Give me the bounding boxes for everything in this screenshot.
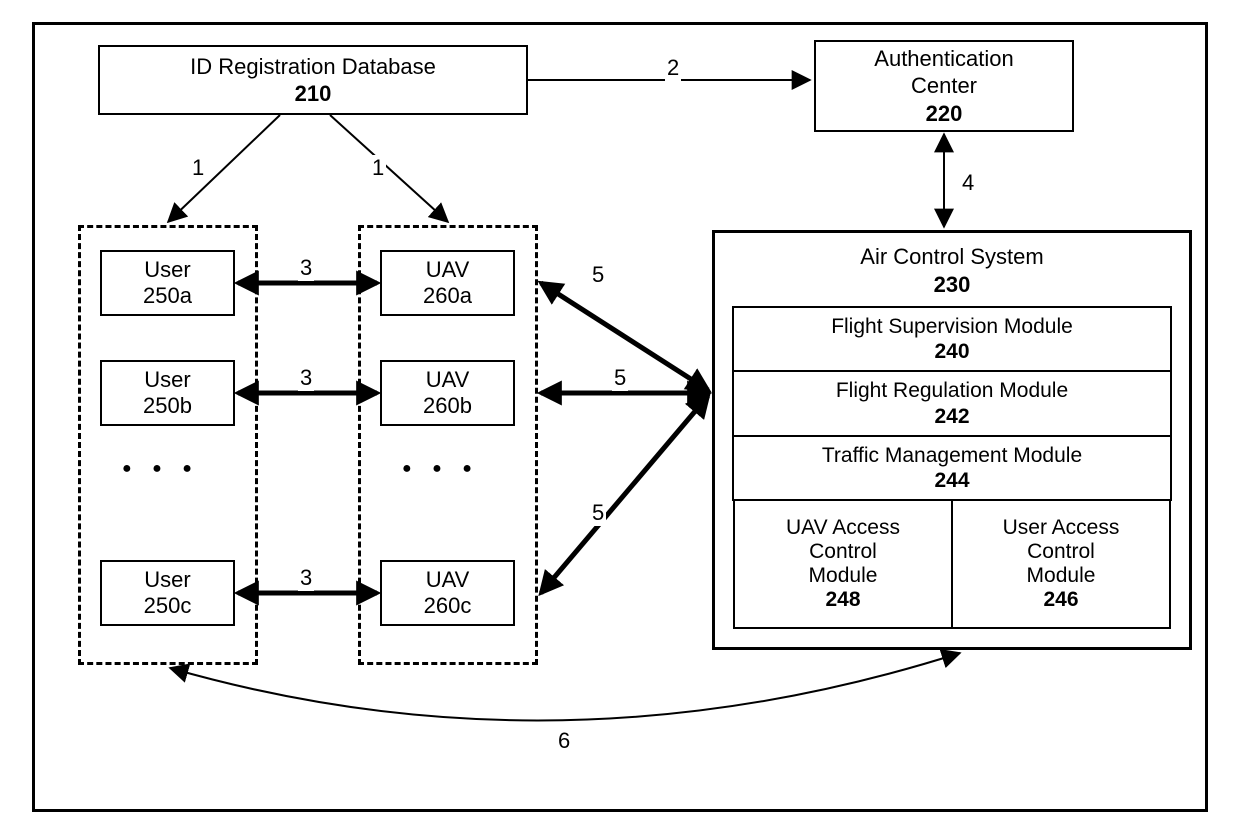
flight-supervision-module: Flight Supervision Module 240 bbox=[732, 306, 1172, 372]
id-reg-label: ID Registration Database bbox=[190, 53, 436, 81]
uav-access-l3: Module bbox=[809, 564, 878, 588]
user-b-num: 250b bbox=[143, 393, 192, 419]
uav-access-num: 248 bbox=[825, 588, 860, 612]
uav-b-label: UAV bbox=[426, 367, 470, 393]
edge-label-3a: 3 bbox=[298, 255, 314, 281]
users-ellipsis: ● ● ● bbox=[122, 460, 200, 478]
edge-label-3c: 3 bbox=[298, 565, 314, 591]
user-b-label: User bbox=[144, 367, 190, 393]
flight-reg-num: 242 bbox=[934, 405, 969, 428]
auth-label1: Authentication bbox=[874, 45, 1013, 73]
user-a-box: User 250a bbox=[100, 250, 235, 316]
edge-label-3b: 3 bbox=[298, 365, 314, 391]
uav-a-label: UAV bbox=[426, 257, 470, 283]
edge-label-6: 6 bbox=[556, 728, 572, 754]
edge-label-5b: 5 bbox=[612, 365, 628, 391]
auth-label2: Center bbox=[911, 72, 977, 100]
uav-a-box: UAV 260a bbox=[380, 250, 515, 316]
air-ctrl-title: Air Control System bbox=[860, 243, 1043, 271]
user-a-num: 250a bbox=[143, 283, 192, 309]
user-access-l3: Module bbox=[1027, 564, 1096, 588]
uav-access-control-module: UAV Access Control Module 248 bbox=[733, 499, 953, 629]
edge-label-1b: 1 bbox=[370, 155, 386, 181]
traffic-num: 244 bbox=[934, 469, 969, 492]
edge-label-4: 4 bbox=[960, 170, 976, 196]
user-access-num: 246 bbox=[1043, 588, 1078, 612]
uav-c-label: UAV bbox=[426, 567, 470, 593]
flight-sup-num: 240 bbox=[934, 340, 969, 363]
uav-a-num: 260a bbox=[423, 283, 472, 309]
edge-label-5a: 5 bbox=[590, 262, 606, 288]
uav-access-l1: UAV Access bbox=[786, 516, 900, 540]
auth-num: 220 bbox=[926, 100, 963, 128]
air-control-system-box: Air Control System 230 Flight Supervisio… bbox=[712, 230, 1192, 650]
flight-reg-label: Flight Regulation Module bbox=[836, 379, 1068, 402]
authentication-center-box: Authentication Center 220 bbox=[814, 40, 1074, 132]
uav-access-l2: Control bbox=[809, 540, 877, 564]
traffic-management-module: Traffic Management Module 244 bbox=[732, 435, 1172, 501]
user-access-control-module: User Access Control Module 246 bbox=[951, 499, 1171, 629]
uav-c-num: 260c bbox=[424, 593, 472, 619]
air-ctrl-num: 230 bbox=[934, 271, 971, 299]
user-c-num: 250c bbox=[144, 593, 192, 619]
traffic-label: Traffic Management Module bbox=[822, 444, 1082, 467]
user-access-l2: Control bbox=[1027, 540, 1095, 564]
id-reg-num: 210 bbox=[295, 80, 332, 108]
uav-b-box: UAV 260b bbox=[380, 360, 515, 426]
uavs-ellipsis: ● ● ● bbox=[402, 460, 480, 478]
flight-sup-label: Flight Supervision Module bbox=[831, 315, 1073, 338]
id-registration-database-box: ID Registration Database 210 bbox=[98, 45, 528, 115]
user-b-box: User 250b bbox=[100, 360, 235, 426]
uav-c-box: UAV 260c bbox=[380, 560, 515, 626]
user-c-label: User bbox=[144, 567, 190, 593]
user-access-l1: User Access bbox=[1003, 516, 1120, 540]
edge-label-5c: 5 bbox=[590, 500, 606, 526]
user-c-box: User 250c bbox=[100, 560, 235, 626]
user-a-label: User bbox=[144, 257, 190, 283]
edge-label-2: 2 bbox=[665, 55, 681, 81]
edge-label-1a: 1 bbox=[190, 155, 206, 181]
flight-regulation-module: Flight Regulation Module 242 bbox=[732, 370, 1172, 436]
uav-b-num: 260b bbox=[423, 393, 472, 419]
